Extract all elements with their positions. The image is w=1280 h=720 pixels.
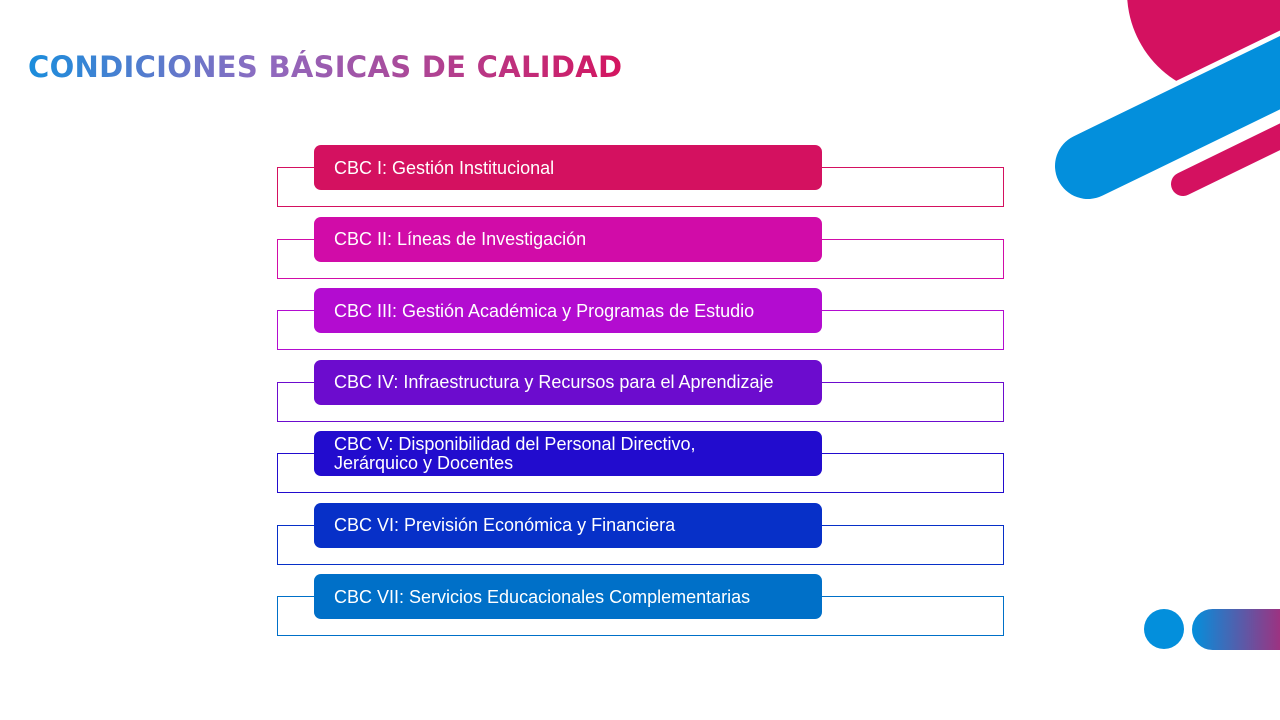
- blue-dot-shape: [1144, 609, 1184, 649]
- cbc-item-2: CBC II: Líneas de Investigación: [314, 216, 822, 262]
- blue-band-shape: [1055, 36, 1280, 199]
- cbc-item-6: CBC VI: Previsión Económica y Financiera: [314, 502, 822, 548]
- cbc-item-1: CBC I: Gestión Institucional: [314, 145, 822, 190]
- gradient-pill-shape: [1192, 609, 1280, 650]
- cbc-item-5: CBC V: Disponibilidad del Personal Direc…: [314, 431, 822, 476]
- pink-band-shape: [1171, 123, 1280, 196]
- cbc-item-7: CBC VII: Servicios Educacionales Complem…: [314, 574, 822, 619]
- cbc-item-3: CBC III: Gestión Académica y Programas d…: [314, 288, 822, 333]
- page-title: CONDICIONES BÁSICAS DE CALIDAD: [28, 50, 623, 84]
- cbc-item-4: CBC IV: Infraestructura y Recursos para …: [314, 359, 822, 405]
